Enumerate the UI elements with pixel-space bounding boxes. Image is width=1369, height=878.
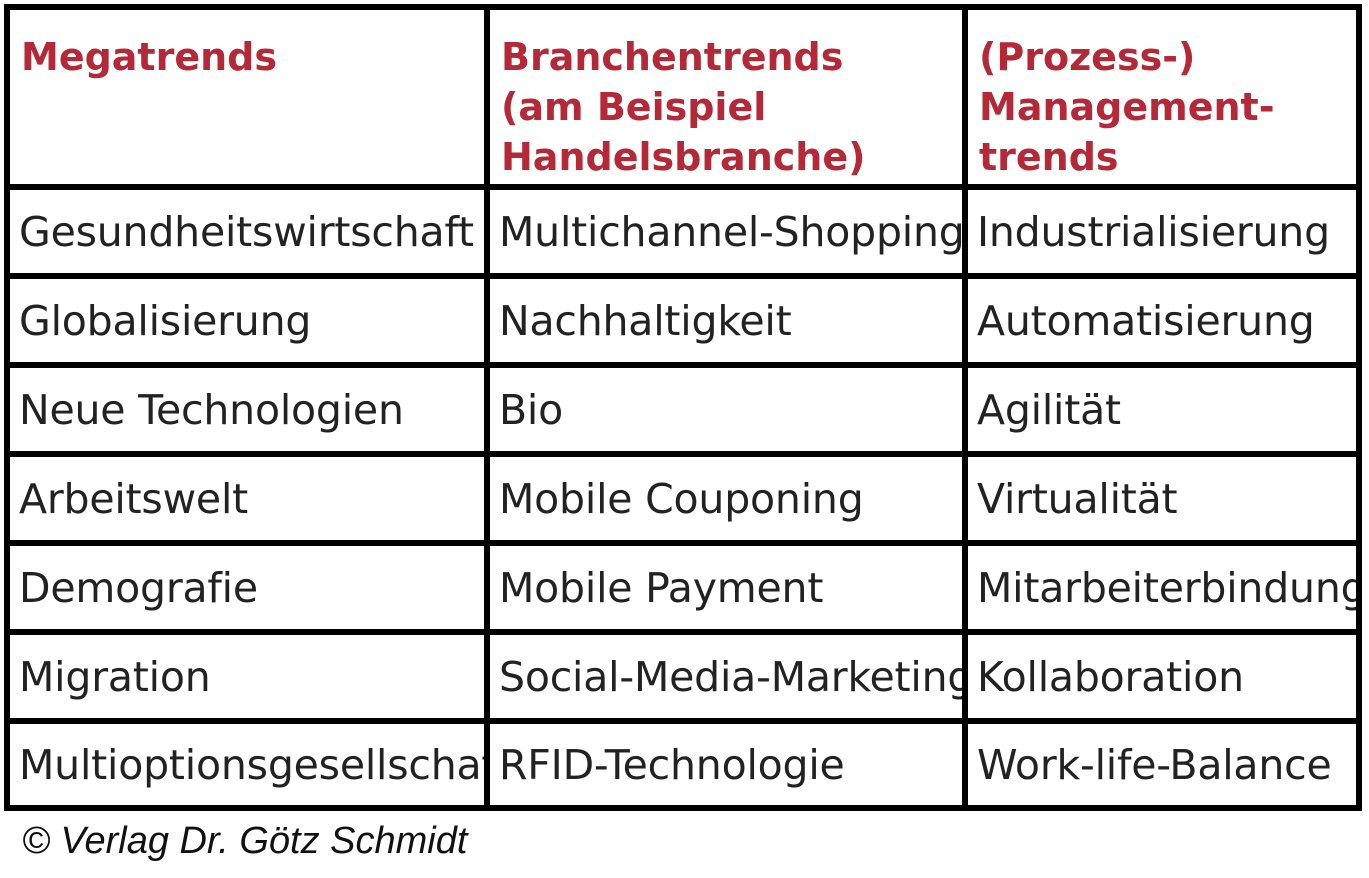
header-managementtrends-line-1: (Prozess-) <box>979 35 1196 79</box>
table-cell-managementtrend: Agilität <box>968 368 1356 451</box>
table-cell-managementtrend: Work-life-Balance <box>968 724 1356 805</box>
table-cell-branchentrend: Nachhaltigkeit <box>490 279 962 362</box>
table-cell-megatrend: Neue Technologien <box>10 368 484 451</box>
table-cell-megatrend: Globalisierung <box>10 279 484 362</box>
header-cell-megatrends: Megatrends <box>10 10 484 184</box>
table-cell-branchentrend: Mobile Payment <box>490 546 962 629</box>
header-managementtrends-line-2: Management- <box>979 85 1275 129</box>
header-cell-branchentrends: Branchentrends (am Beispiel Handelsbranc… <box>490 10 962 184</box>
table-cell-branchentrend: RFID-Technologie <box>490 724 962 805</box>
header-branchentrends-line-3: Handelsbranche) <box>501 135 866 179</box>
header-managementtrends-line-3: trends <box>979 135 1119 179</box>
table-cell-branchentrend: Bio <box>490 368 962 451</box>
table-cell-megatrend: Multioptionsgesellschaft <box>10 724 484 805</box>
copyright-footer: © Verlag Dr. Götz Schmidt <box>22 820 468 862</box>
table-cell-managementtrend: Industrialisierung <box>968 190 1356 273</box>
table-cell-branchentrend: Social-Media-Marketing <box>490 635 962 718</box>
table-cell-branchentrend: Multichannel-Shopping <box>490 190 962 273</box>
header-branchentrends-line-1: Branchentrends <box>501 35 844 79</box>
table-cell-megatrend: Demografie <box>10 546 484 629</box>
header-branchentrends-line-2: (am Beispiel <box>501 85 767 129</box>
table-cell-branchentrend: Mobile Couponing <box>490 457 962 540</box>
table-cell-megatrend: Migration <box>10 635 484 718</box>
table-cell-megatrend: Gesundheitswirtschaft <box>10 190 484 273</box>
table-cell-managementtrend: Kollaboration <box>968 635 1356 718</box>
table-cell-managementtrend: Virtualität <box>968 457 1356 540</box>
table-cell-megatrend: Arbeitswelt <box>10 457 484 540</box>
header-cell-managementtrends: (Prozess-) Management- trends <box>968 10 1356 184</box>
trends-table: Megatrends Branchentrends (am Beispiel H… <box>4 4 1362 811</box>
table-cell-managementtrend: Automatisierung <box>968 279 1356 362</box>
table-cell-managementtrend: Mitarbeiterbindung <box>968 546 1356 629</box>
header-megatrends-line-1: Megatrends <box>21 35 277 79</box>
